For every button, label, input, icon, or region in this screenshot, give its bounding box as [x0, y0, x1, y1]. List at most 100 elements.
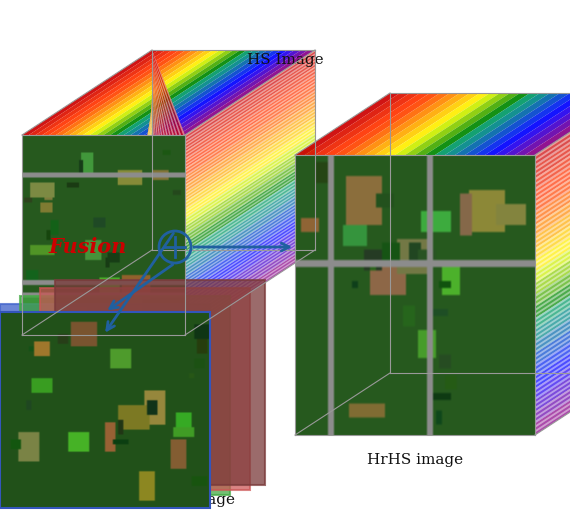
Polygon shape — [78, 180, 152, 267]
Polygon shape — [535, 140, 570, 213]
Polygon shape — [535, 186, 570, 260]
Polygon shape — [63, 50, 200, 135]
Polygon shape — [185, 150, 315, 243]
Polygon shape — [535, 172, 570, 237]
Polygon shape — [535, 224, 570, 288]
Polygon shape — [152, 67, 172, 160]
Polygon shape — [505, 93, 570, 155]
Polygon shape — [535, 314, 570, 388]
Polygon shape — [185, 159, 315, 252]
Polygon shape — [40, 227, 152, 313]
Polygon shape — [97, 50, 234, 135]
Polygon shape — [455, 93, 560, 155]
Polygon shape — [185, 204, 315, 290]
Polygon shape — [535, 105, 570, 178]
Polygon shape — [535, 126, 570, 190]
Polygon shape — [124, 123, 152, 210]
Polygon shape — [108, 143, 152, 230]
Polygon shape — [535, 93, 570, 167]
Polygon shape — [129, 117, 152, 203]
Polygon shape — [445, 93, 550, 155]
Text: MS Image: MS Image — [156, 493, 234, 507]
Polygon shape — [152, 87, 155, 173]
Polygon shape — [535, 256, 570, 321]
Polygon shape — [76, 175, 152, 268]
Polygon shape — [185, 240, 315, 327]
Polygon shape — [185, 83, 315, 177]
Polygon shape — [495, 93, 570, 155]
Polygon shape — [535, 336, 570, 400]
Polygon shape — [535, 266, 570, 330]
Polygon shape — [465, 93, 570, 155]
Polygon shape — [535, 163, 570, 237]
Polygon shape — [185, 186, 315, 274]
Polygon shape — [535, 338, 570, 412]
Polygon shape — [185, 200, 315, 286]
Polygon shape — [185, 208, 315, 301]
Polygon shape — [185, 107, 315, 193]
Polygon shape — [535, 93, 570, 157]
Polygon shape — [535, 182, 570, 246]
Polygon shape — [185, 97, 315, 183]
Polygon shape — [535, 354, 570, 419]
Polygon shape — [535, 268, 570, 342]
Polygon shape — [185, 170, 315, 256]
Polygon shape — [132, 113, 152, 200]
Polygon shape — [152, 50, 185, 137]
Polygon shape — [185, 133, 315, 220]
Polygon shape — [83, 50, 220, 135]
Polygon shape — [72, 186, 152, 274]
Polygon shape — [185, 117, 315, 210]
Polygon shape — [35, 50, 172, 135]
Polygon shape — [185, 125, 315, 218]
Polygon shape — [54, 210, 152, 297]
Polygon shape — [42, 50, 179, 135]
Polygon shape — [185, 143, 315, 230]
Polygon shape — [535, 364, 570, 428]
Text: Fusion: Fusion — [48, 237, 126, 257]
Polygon shape — [137, 107, 152, 193]
Polygon shape — [185, 174, 315, 260]
Polygon shape — [535, 186, 570, 251]
Polygon shape — [185, 200, 315, 293]
Polygon shape — [56, 200, 152, 293]
Polygon shape — [315, 93, 420, 155]
Polygon shape — [185, 103, 315, 190]
Polygon shape — [535, 140, 570, 204]
Polygon shape — [56, 50, 193, 135]
Polygon shape — [152, 70, 169, 156]
Polygon shape — [535, 221, 570, 295]
Polygon shape — [535, 303, 570, 367]
Polygon shape — [535, 256, 570, 330]
Polygon shape — [535, 359, 570, 423]
Polygon shape — [63, 192, 152, 285]
Polygon shape — [355, 93, 460, 155]
Polygon shape — [295, 155, 535, 435]
Text: HS Image: HS Image — [247, 53, 323, 67]
Polygon shape — [49, 208, 152, 301]
Polygon shape — [100, 153, 152, 240]
Polygon shape — [185, 70, 315, 156]
Polygon shape — [40, 288, 250, 490]
Polygon shape — [0, 312, 210, 508]
Polygon shape — [345, 93, 450, 155]
Polygon shape — [152, 75, 165, 168]
Polygon shape — [535, 280, 570, 353]
Polygon shape — [185, 80, 315, 167]
Polygon shape — [56, 207, 152, 293]
Polygon shape — [62, 200, 152, 286]
Polygon shape — [535, 154, 570, 218]
Polygon shape — [185, 217, 315, 303]
Polygon shape — [185, 163, 315, 250]
Polygon shape — [117, 125, 152, 218]
Polygon shape — [535, 117, 570, 190]
Polygon shape — [152, 59, 178, 152]
Polygon shape — [185, 223, 315, 310]
Polygon shape — [22, 135, 185, 335]
Polygon shape — [152, 80, 161, 167]
Polygon shape — [144, 92, 152, 185]
Polygon shape — [151, 50, 288, 135]
Polygon shape — [64, 197, 152, 283]
Polygon shape — [29, 233, 152, 327]
Polygon shape — [185, 50, 315, 143]
